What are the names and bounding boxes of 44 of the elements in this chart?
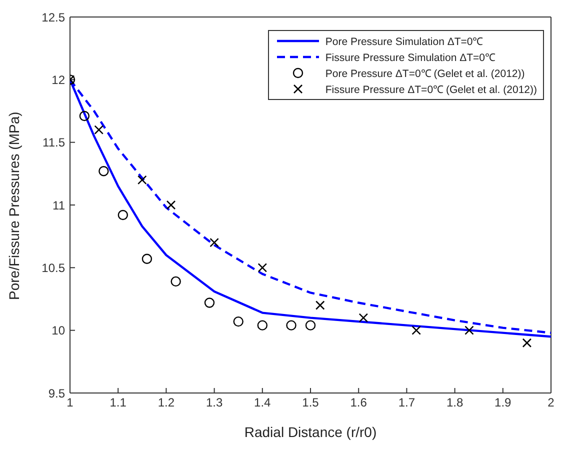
point [138, 175, 147, 185]
legend-label: Pore Pressure ΔT=0℃ (Gelet et al. (2012)) [325, 67, 525, 80]
point [258, 263, 268, 272]
legend-label: Fissure Pressure Simulation ΔT=0℃ [325, 51, 495, 64]
x-tick-label: 1.6 [350, 396, 368, 410]
x-tick-label: 1.4 [254, 396, 272, 410]
legend-label: Fissure Pressure ΔT=0℃ (Gelet et al. (2012)) [325, 83, 537, 96]
x-tick-label: 1.7 [398, 396, 416, 410]
y-tick-label: 10.5 [42, 260, 66, 275]
point [286, 320, 296, 330]
y-tick-label: 11.5 [42, 136, 66, 150]
point [204, 298, 215, 308]
y-tick-label: 10 [52, 324, 66, 338]
x-tick-label: 1.1 [110, 396, 127, 410]
y-axis-title: Pore/Fissure Pressures (MPa) [6, 112, 22, 300]
point [94, 125, 104, 134]
x-tick-label: 2 [548, 396, 555, 410]
point [166, 200, 176, 210]
point [142, 254, 152, 264]
point [412, 326, 421, 335]
point [118, 210, 128, 220]
y-tick-label: 11 [52, 198, 66, 212]
point [233, 316, 244, 327]
point [257, 320, 268, 330]
x-tick-label: 1.2 [158, 396, 175, 410]
x-tick-label: 1.3 [206, 396, 223, 410]
point [464, 326, 474, 335]
point [98, 166, 109, 176]
point [358, 313, 368, 322]
point [170, 276, 181, 287]
y-tick-label: 12.5 [42, 10, 66, 24]
point [210, 238, 219, 248]
point [305, 320, 316, 330]
legend-label: Pore Pressure Simulation ΔT=0℃ [325, 35, 483, 48]
point [79, 110, 90, 122]
x-tick-label: 1.9 [494, 396, 512, 410]
x-tick-label: 1.8 [446, 396, 464, 410]
y-tick-label: 9.5 [48, 386, 66, 400]
x-tick-label: 1 [66, 396, 74, 410]
point [522, 338, 532, 348]
point [315, 300, 325, 310]
y-tick-label: 12 [52, 72, 66, 87]
x-tick-label: 1.5 [302, 396, 320, 410]
x-axis-title: Radial Distance (r/r0) [244, 424, 377, 440]
